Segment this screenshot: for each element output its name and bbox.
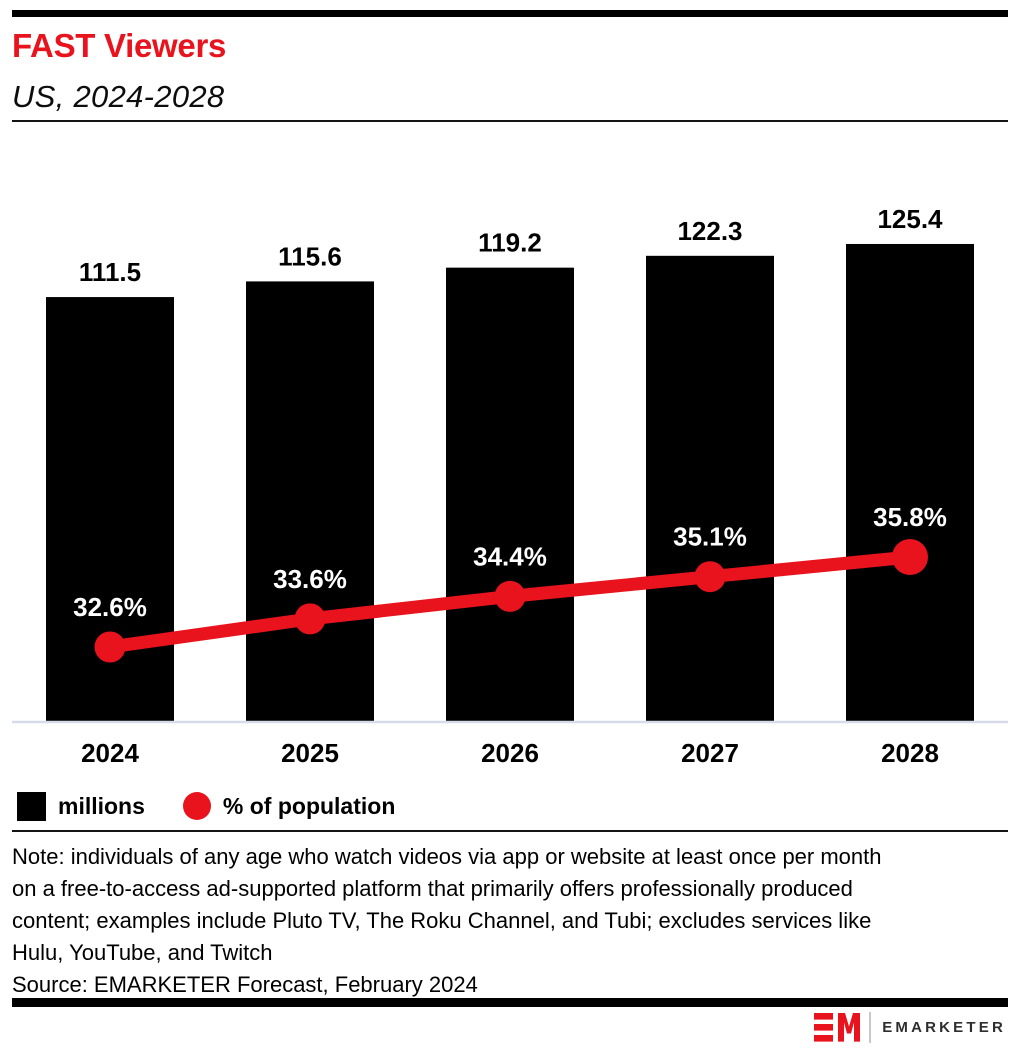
chart-canvas: 111.5 115.6 119.2 122.3 125.4 32.6% 33.6% 34.4%… — [12, 204, 1008, 768]
note-line: Hulu, YouTube, and Twitch — [12, 940, 273, 965]
line-value-label-2024: 32.6% — [73, 592, 147, 622]
legend-swatch-percent — [182, 792, 211, 820]
year-label-2028: 2028 — [881, 738, 939, 768]
note-line: on a free-to-access ad-supported platfor… — [12, 876, 853, 901]
year-label-2026: 2026 — [481, 738, 539, 768]
chart-area: 111.5 115.6 119.2 122.3 125.4 32.6% 33.6% 34.4%… — [0, 130, 1020, 778]
header-divider — [12, 120, 1008, 122]
year-label-2027: 2027 — [681, 738, 739, 768]
chart-title: FAST Viewers — [12, 27, 227, 64]
top-accent-bar — [12, 10, 1008, 17]
bar-value-label-2025: 115.6 — [278, 241, 342, 271]
year-label-2025: 2025 — [281, 738, 339, 768]
legend-label-percent: % of population — [222, 792, 396, 819]
bar-2025 — [246, 281, 374, 723]
bar-value-label-2027: 122.3 — [677, 216, 742, 246]
bar-value-label-2028: 125.4 — [877, 204, 943, 234]
line-value-label-2027: 35.1% — [673, 522, 747, 552]
bar-value-label-2026: 119.2 — [478, 228, 542, 258]
line-point-2024 — [94, 631, 126, 663]
footnote-block: Note: individuals of any age who watch v… — [12, 841, 990, 1001]
line-point-2027 — [694, 561, 726, 593]
emarketer-wordmark: EMARKETER — [882, 1018, 1006, 1036]
note-line: Note: individuals of any age who watch v… — [12, 844, 882, 869]
source-line: Source: EMARKETER Forecast, February 202… — [12, 972, 478, 997]
emarketer-logo-icon — [814, 1012, 861, 1042]
bar-2027 — [646, 255, 774, 723]
year-label-2024: 2024 — [81, 738, 139, 768]
note-line: content; examples include Pluto TV, The … — [12, 908, 872, 933]
bar-value-label-2024: 111.5 — [79, 257, 141, 287]
footer-accent-bar — [12, 998, 1008, 1007]
legend-divider — [12, 830, 1008, 832]
legend: millions % of population — [17, 791, 395, 821]
legend-label-millions: millions — [58, 792, 145, 819]
bar-2028 — [846, 243, 974, 724]
brand-lockup: EMARKETER — [814, 1011, 1006, 1043]
line-point-2025 — [294, 603, 326, 635]
chart-subtitle: US, 2024-2028 — [12, 79, 225, 114]
line-value-label-2028: 35.8% — [873, 502, 947, 532]
bar-2026 — [446, 267, 574, 723]
line-value-label-2025: 33.6% — [273, 564, 347, 594]
legend-swatch-millions — [17, 791, 46, 821]
line-point-2026 — [494, 580, 526, 612]
brand-divider — [869, 1011, 872, 1043]
line-value-label-2026: 34.4% — [473, 541, 547, 571]
line-point-2028 — [892, 539, 928, 575]
